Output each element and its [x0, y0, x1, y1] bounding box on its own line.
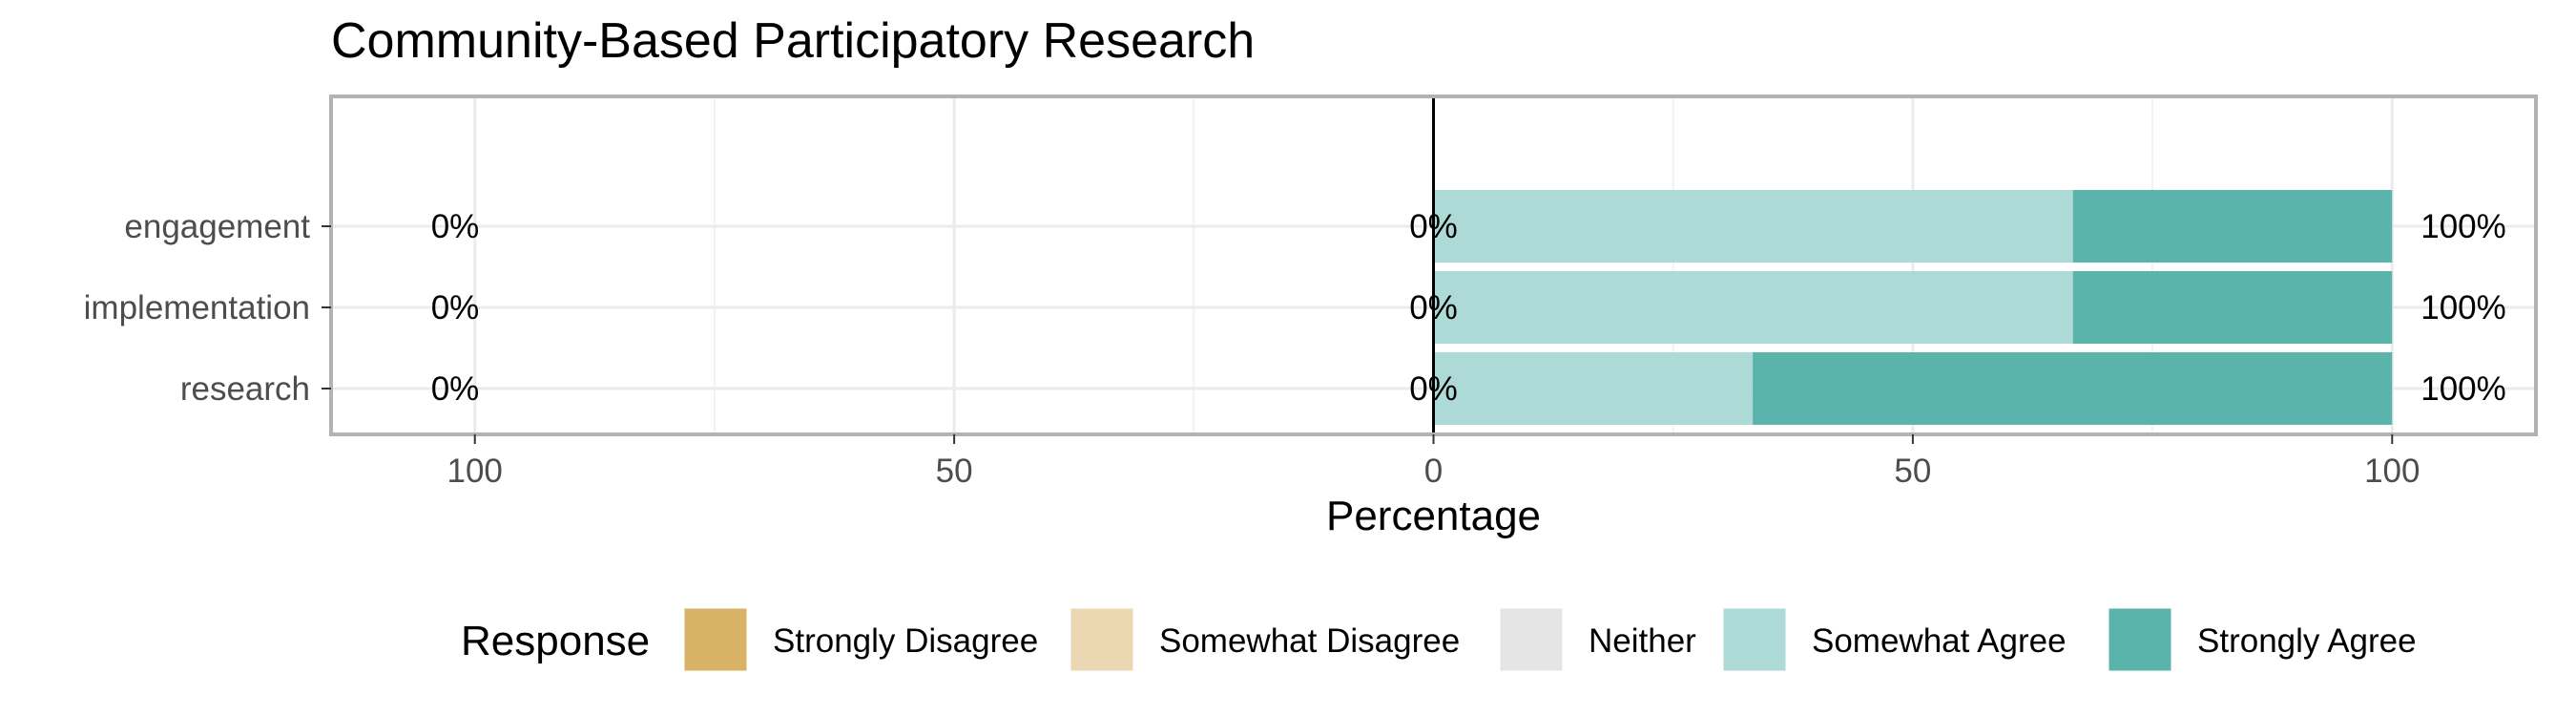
bar-somewhat-agree-engagement	[1433, 190, 2073, 263]
left-percent-label: 0%	[431, 370, 480, 408]
legend: Response Strongly Disagree Somewhat Disagr…	[461, 605, 2417, 674]
left-percent-label: 0%	[431, 289, 480, 326]
center-percent-label: 0%	[1409, 370, 1458, 408]
bar-somewhat-agree-research	[1433, 352, 1754, 425]
bar-strongly-agree-implementation	[2072, 271, 2393, 344]
y-tick-label: implementation	[84, 289, 310, 326]
plot-area: 0% 0% 100% 0% 0% 100% 0% 0% 100% engagement implem…	[84, 95, 2538, 539]
legend-title: Response	[461, 618, 650, 664]
legend-label: Somewhat Disagree	[1159, 622, 1460, 660]
legend-label: Strongly Disagree	[773, 622, 1038, 660]
bar-strongly-agree-engagement	[2072, 190, 2393, 263]
y-tick-label: research	[180, 370, 310, 408]
right-percent-label: 100%	[2420, 370, 2506, 408]
legend-label: Neither	[1589, 622, 1696, 660]
legend-label: Somewhat Agree	[1812, 622, 2067, 660]
legend-label: Strongly Agree	[2197, 622, 2417, 660]
legend-key-somewhat-disagree	[1068, 605, 1136, 674]
center-percent-label: 0%	[1409, 208, 1458, 245]
legend-key-strongly-disagree	[681, 605, 750, 674]
x-tick-label: 100	[2364, 453, 2420, 490]
x-axis-title: Percentage	[1326, 493, 1541, 539]
x-tick-label: 50	[936, 453, 973, 490]
right-percent-label: 100%	[2420, 289, 2506, 326]
chart-title: Community-Based Participatory Research	[331, 13, 1255, 69]
x-tick-label: 100	[447, 453, 503, 490]
right-percent-label: 100%	[2420, 208, 2506, 245]
legend-key-strongly-agree	[2106, 605, 2174, 674]
legend-key-neither	[1497, 605, 1566, 674]
left-percent-label: 0%	[431, 208, 480, 245]
bar-somewhat-agree-implementation	[1433, 271, 2073, 344]
x-tick-label: 50	[1894, 453, 1931, 490]
center-percent-label: 0%	[1409, 289, 1458, 326]
x-tick-label: 0	[1424, 453, 1443, 490]
bar-strongly-agree-research	[1753, 352, 2393, 425]
legend-key-somewhat-agree	[1720, 605, 1789, 674]
y-tick-label: engagement	[124, 208, 310, 245]
